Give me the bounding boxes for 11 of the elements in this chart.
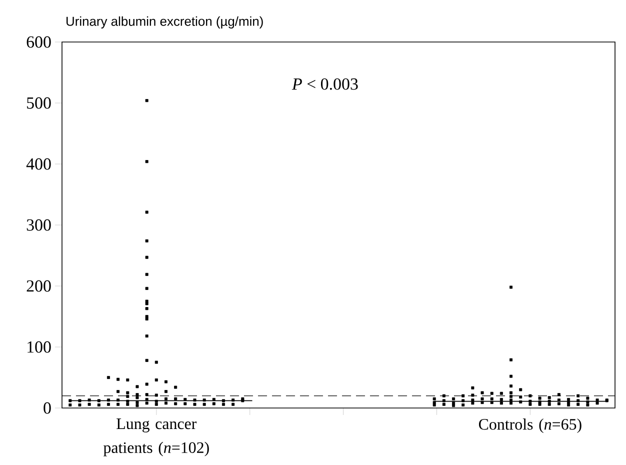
y-tick-label: 200	[26, 280, 51, 292]
y-tick-label: 500	[27, 97, 51, 109]
y-tick-label: 300	[26, 219, 51, 231]
annotation: P < 0.003	[292, 78, 358, 90]
x-tick-label: Controls (n=65)	[478, 418, 582, 433]
x-tick-label: Lung cancer patients (n=102)	[103, 418, 209, 456]
y-tick-label: 600	[26, 36, 51, 48]
y-tick-label: 100	[28, 341, 51, 353]
y-tick-label: 0	[44, 402, 51, 414]
y-tick-label: 400	[26, 158, 51, 170]
y-axis-title: Urinary albumin excretion (µg/min)	[66, 16, 263, 28]
